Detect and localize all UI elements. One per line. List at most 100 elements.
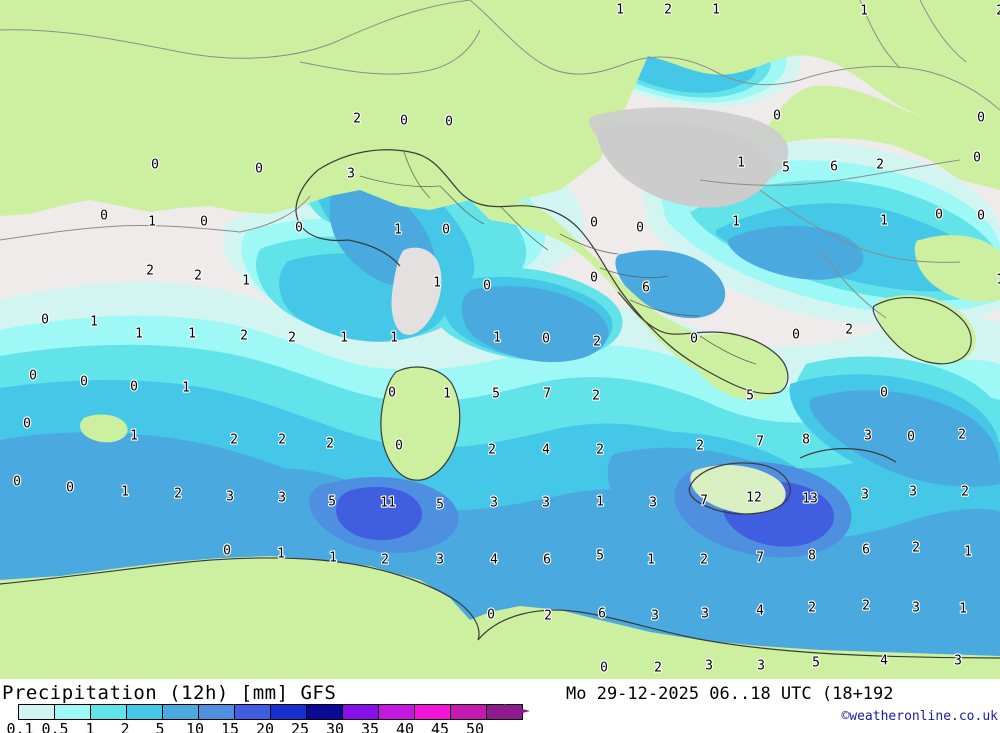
precip-value-label: 0 xyxy=(445,115,453,130)
precip-value-label: 5 xyxy=(596,549,604,564)
precip-value-label: 6 xyxy=(830,160,838,175)
precip-value-label: 1 xyxy=(880,214,888,229)
precip-value-label: 2 xyxy=(862,599,870,614)
precip-value-label: 1 xyxy=(996,273,1000,288)
precip-value-label: 3 xyxy=(701,607,709,622)
precip-value-label: 0 xyxy=(880,386,888,401)
map-canvas[interactable]: 1211200200003156200100100011002211006101… xyxy=(0,0,1000,679)
precip-value-label: 5 xyxy=(328,495,336,510)
precip-value-label: 8 xyxy=(808,549,816,564)
color-scale-swatch[interactable] xyxy=(378,705,414,719)
color-scale-swatch[interactable] xyxy=(450,705,486,719)
coastline xyxy=(0,149,1000,659)
precip-value-label: 6 xyxy=(543,553,551,568)
precip-value-label: 3 xyxy=(757,659,765,674)
precip-value-label: 0 xyxy=(600,661,608,676)
precip-value-label: 2 xyxy=(596,443,604,458)
precip-value-label: 1 xyxy=(394,223,402,238)
precip-value-label: 1 xyxy=(647,553,655,568)
color-scale-swatch[interactable] xyxy=(90,705,126,719)
precip-value-label: 0 xyxy=(442,223,450,238)
precip-value-label: 3 xyxy=(649,496,657,511)
precip-value-label: 5 xyxy=(746,389,754,404)
precip-value-label: 5 xyxy=(812,656,820,671)
precip-value-label: 1 xyxy=(860,4,868,19)
color-scale-tick: 40 xyxy=(395,720,415,733)
precip-value-label: 7 xyxy=(543,387,551,402)
color-scale-swatch[interactable] xyxy=(54,705,90,719)
precip-value-label: 2 xyxy=(381,553,389,568)
precip-value-label: 1 xyxy=(390,331,398,346)
precip-value-label: 2 xyxy=(961,485,969,500)
color-scale-swatch[interactable] xyxy=(198,705,234,719)
precip-value-label: 3 xyxy=(436,553,444,568)
precip-value-label: 2 xyxy=(174,487,182,502)
precip-value-label: 1 xyxy=(433,276,441,291)
color-scale-swatch[interactable] xyxy=(162,705,198,719)
precip-value-label: 2 xyxy=(996,4,1000,19)
color-scale-swatches[interactable] xyxy=(18,704,523,720)
precip-value-label: 1 xyxy=(340,331,348,346)
precip-value-label: 0 xyxy=(977,111,985,126)
precip-value-label: 0 xyxy=(935,208,943,223)
precip-value-label: 2 xyxy=(194,269,202,284)
color-scale-swatch[interactable] xyxy=(126,705,162,719)
color-scale-swatch[interactable] xyxy=(234,705,270,719)
color-scale-tick: 0.5 xyxy=(41,720,69,733)
precip-value-label: 2 xyxy=(146,264,154,279)
precip-value-label: 2 xyxy=(240,329,248,344)
precip-value-label: 0 xyxy=(200,215,208,230)
color-scale-tick: 15 xyxy=(220,720,240,733)
precipitation-map[interactable]: 1211200200003156200100100011002211006101… xyxy=(0,0,1000,679)
region-borders xyxy=(359,151,757,365)
precip-value-label: 1 xyxy=(712,3,720,18)
color-scale-tick: 35 xyxy=(360,720,380,733)
precip-value-label: 5 xyxy=(436,498,444,513)
precip-value-label: 0 xyxy=(907,430,915,445)
precip-value-label: 5 xyxy=(492,387,500,402)
precip-value-label: 7 xyxy=(756,551,764,566)
precip-value-label: 2 xyxy=(912,541,920,556)
precip-value-label: 1 xyxy=(135,327,143,342)
precip-value-label: 1 xyxy=(493,331,501,346)
precip-value-label: 3 xyxy=(864,429,872,444)
color-scale-swatch[interactable] xyxy=(414,705,450,719)
precip-value-label: 1 xyxy=(732,215,740,230)
precip-value-label: 2 xyxy=(700,553,708,568)
map-footer: Precipitation (12h) [mm] GFS Mo 29-12-20… xyxy=(0,679,1000,733)
color-scale-legend[interactable]: 0.1 0.5 1 2 5 10 15 20 25 30 35 40 45 50 xyxy=(6,704,530,733)
precip-value-label: 2 xyxy=(353,112,361,127)
precip-value-label: 1 xyxy=(188,327,196,342)
color-scale-swatch[interactable] xyxy=(270,705,306,719)
country-borders xyxy=(0,0,1000,319)
precip-value-label: 1 xyxy=(964,545,972,560)
precip-value-label: 2 xyxy=(488,443,496,458)
precip-value-label: 7 xyxy=(756,435,764,450)
precip-value-label: 0 xyxy=(130,380,138,395)
precip-value-label: 1 xyxy=(737,156,745,171)
color-scale-tick: 20 xyxy=(255,720,275,733)
precip-value-label: 3 xyxy=(909,485,917,500)
precip-value-label: 1 xyxy=(121,485,129,500)
color-scale-swatch[interactable] xyxy=(306,705,342,719)
precip-value-label: 0 xyxy=(295,221,303,236)
color-scale-swatch[interactable] xyxy=(19,705,54,719)
model-run-info: Mo 29-12-2025 06..18 UTC (18+192 xyxy=(566,684,894,704)
color-scale-tick: 1 xyxy=(85,720,95,733)
precip-value-label: 0 xyxy=(41,313,49,328)
precip-value-label: 6 xyxy=(862,543,870,558)
precip-value-label: 3 xyxy=(226,490,234,505)
precip-value-label: 0 xyxy=(23,417,31,432)
precip-value-label: 2 xyxy=(876,158,884,173)
precip-value-label: 3 xyxy=(861,488,869,503)
color-scale-swatch[interactable] xyxy=(342,705,378,719)
precip-value-label: 0 xyxy=(773,109,781,124)
color-scale-tick: 25 xyxy=(290,720,310,733)
precip-value-label: 2 xyxy=(278,433,286,448)
precip-value-label: 5 xyxy=(782,161,790,176)
precip-value-label: 1 xyxy=(182,381,190,396)
color-scale-tick: 5 xyxy=(155,720,165,733)
precip-value-label: 4 xyxy=(756,604,764,619)
precip-value-label: 0 xyxy=(255,162,263,177)
